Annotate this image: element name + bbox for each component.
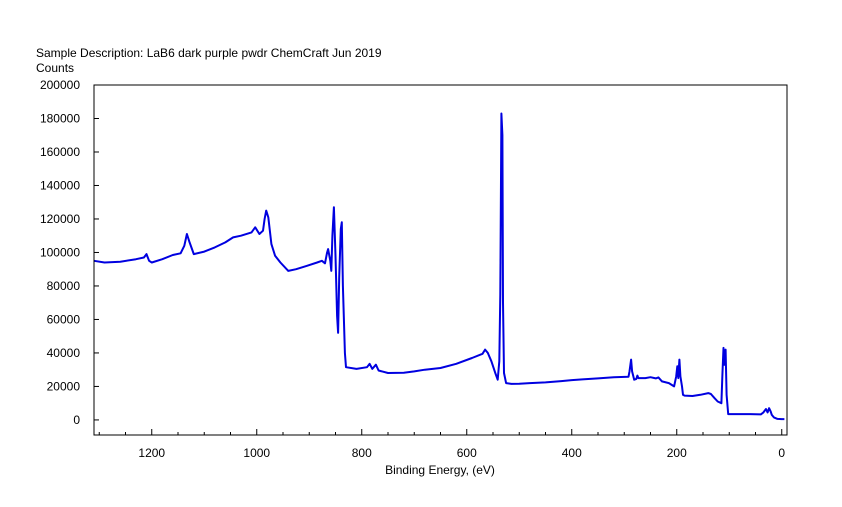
y-tick-label: 60000 <box>47 312 81 326</box>
y-tick-label: 40000 <box>47 346 81 360</box>
x-axis-label: Binding Energy, (eV) <box>385 463 495 477</box>
y-tick-label: 100000 <box>40 245 80 259</box>
y-tick-label: 20000 <box>47 379 81 393</box>
x-tick-label: 0 <box>778 446 785 460</box>
series-line <box>93 112 785 421</box>
chart-title: Sample Description: LaB6 dark purple pwd… <box>36 46 382 60</box>
y-axis-ticks: 2000001800001600001400001200001000008000… <box>40 78 99 427</box>
plot-frame <box>93 84 788 436</box>
y-axis-label: Counts <box>36 61 74 75</box>
y-tick-label: 0 <box>73 413 80 427</box>
y-tick-label: 80000 <box>47 279 81 293</box>
x-axis-ticks: 1200 1000 800 600 400 200 0 <box>98 429 785 460</box>
series-layer <box>93 112 785 421</box>
x-tick-label: 200 <box>667 446 687 460</box>
x-tick-label: 1200 <box>138 446 165 460</box>
x-tick-label: 800 <box>352 446 372 460</box>
y-tick-label: 200000 <box>40 78 80 92</box>
x-tick-label: 1000 <box>243 446 270 460</box>
x-tick-label: 600 <box>457 446 477 460</box>
y-tick-label: 160000 <box>40 145 80 159</box>
x-tick-label: 400 <box>562 446 582 460</box>
y-tick-label: 120000 <box>40 212 80 226</box>
y-tick-label: 140000 <box>40 178 80 192</box>
y-tick-label: 180000 <box>40 111 80 125</box>
